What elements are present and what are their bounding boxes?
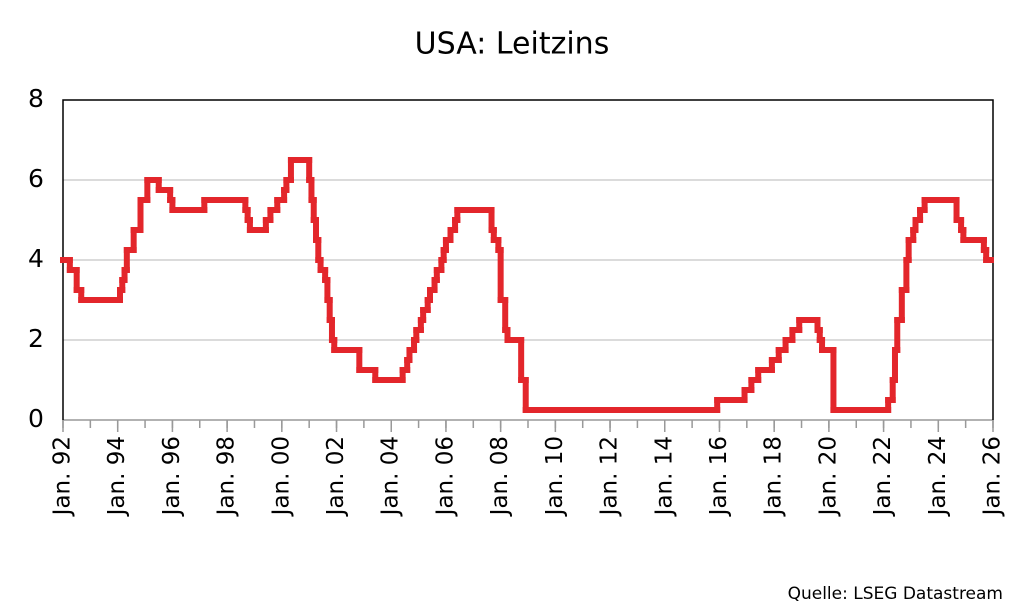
y-tick-label: 2 <box>28 324 44 353</box>
chart-title: USA: Leitzins <box>415 27 610 62</box>
x-tick-label: Jan. 18 <box>761 436 787 517</box>
x-tick-label: Jan. 02 <box>323 436 349 517</box>
x-tick-label: Jan. 14 <box>651 436 677 517</box>
x-tick-label: Jan. 22 <box>870 436 896 517</box>
x-tick-label: Jan. 06 <box>432 436 458 517</box>
x-tick-label: Jan. 08 <box>487 436 513 517</box>
x-tick-label: Jan. 10 <box>542 436 568 517</box>
x-tick-label: Jan. 92 <box>50 436 76 517</box>
x-tick-label: Jan. 16 <box>706 436 732 517</box>
y-tick-label: 8 <box>28 84 44 113</box>
x-tick-label: Jan. 98 <box>214 436 240 517</box>
x-tick-label: Jan. 24 <box>925 436 951 517</box>
x-tick-label: Jan. 20 <box>815 436 841 517</box>
x-tick-label: Jan. 04 <box>378 436 404 517</box>
x-tick-label: Jan. 96 <box>159 436 185 517</box>
y-tick-label: 4 <box>28 244 44 273</box>
y-tick-label: 6 <box>28 164 44 193</box>
x-tick-label: Jan. 00 <box>268 436 294 517</box>
x-tick-label: Jan. 26 <box>980 436 1006 517</box>
y-tick-label: 0 <box>28 404 44 433</box>
x-tick-label: Jan. 94 <box>104 436 130 517</box>
x-tick-label: Jan. 12 <box>597 436 623 517</box>
source: Quelle: LSEG Datastream <box>788 584 1003 604</box>
